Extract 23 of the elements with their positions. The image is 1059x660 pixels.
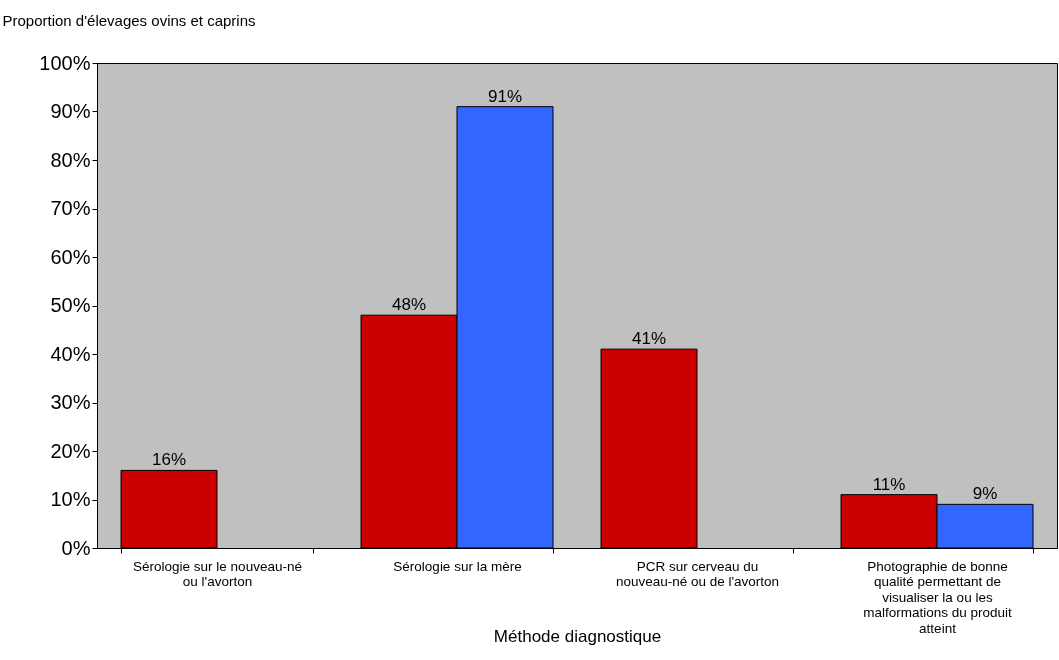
y-tick-label: 60% bbox=[50, 245, 91, 268]
x-tick-label: Photographie de bonne qualité permettant de visualiser la ou les malformations du produit atteint bbox=[863, 558, 1013, 636]
data-label: 9% bbox=[972, 484, 998, 504]
y-tick-label: 80% bbox=[50, 148, 91, 171]
y-tick-label: 30% bbox=[50, 391, 91, 413]
y-tick-label: 0% bbox=[61, 536, 91, 559]
x-tick-label: Sérologie sur la mère bbox=[393, 558, 522, 574]
data-label: 91% bbox=[487, 86, 523, 106]
y-tick-label: 50% bbox=[50, 294, 91, 316]
y-tick-label: 100% bbox=[39, 51, 91, 74]
y-tick-label: 20% bbox=[50, 439, 91, 462]
data-label: 16% bbox=[151, 450, 187, 470]
data-label: 11% bbox=[872, 474, 906, 494]
data-label: 41% bbox=[631, 329, 667, 349]
x-axis-title: Méthode diagnostique bbox=[493, 626, 662, 646]
y-tick-label: 40% bbox=[50, 342, 91, 365]
x-tick-label: Sérologie sur le nouveau-né ou l'avorton bbox=[133, 558, 302, 589]
x-tick-label: PCR sur cerveau du nouveau-né ou de l'avorton bbox=[615, 558, 780, 589]
y-axis-title: Proportion d'élevages ovins et caprins bbox=[2, 11, 256, 29]
y-tick-label: 10% bbox=[50, 488, 91, 510]
y-tick-label: 90% bbox=[50, 100, 91, 122]
y-tick-label: 70% bbox=[50, 197, 91, 219]
data-label: 48% bbox=[391, 295, 427, 315]
